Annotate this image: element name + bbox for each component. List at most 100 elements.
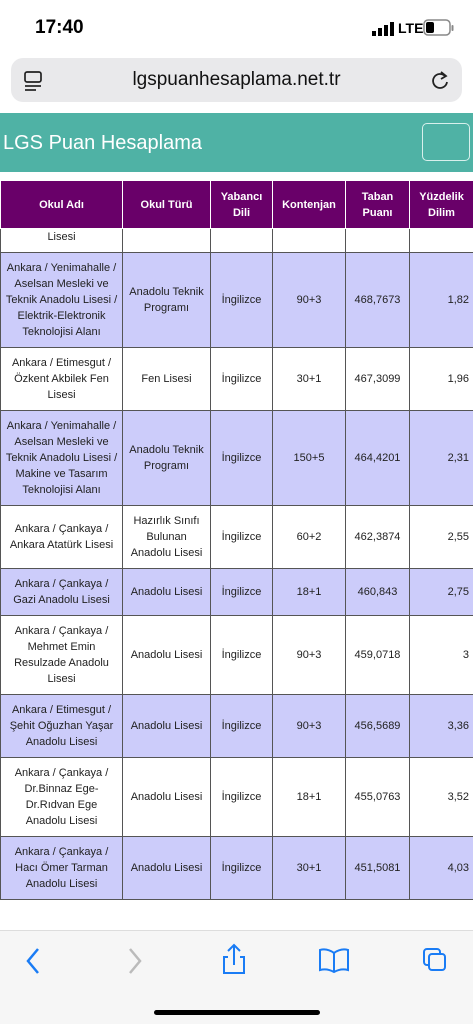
column-header: Okul Türü xyxy=(122,180,211,229)
table-container: Okul Adı Okul Türü Yabancı Dili Kontenjan Ta… xyxy=(0,180,473,930)
table-cell: Ankara / Çankaya / Ankara Atatürk Lisesi xyxy=(0,505,123,569)
results-table: Okul Adı Okul Türü Yabancı Dili Kontenjan Ta… xyxy=(0,180,473,900)
toolbar-icons xyxy=(26,943,446,974)
table-cell: Ankara / Etimesgut / Özkent Akbilek Fen … xyxy=(0,347,123,411)
table-row: Ankara / Yenimahalle / Aselsan Mesleki v… xyxy=(0,410,473,506)
table-cell: 60+2 xyxy=(272,505,346,569)
table-cell xyxy=(272,228,346,253)
table-cell: 30+1 xyxy=(272,347,346,411)
table-cell: İngilizce xyxy=(210,615,273,695)
table-cell: İngilizce xyxy=(210,410,273,506)
table-cell: 18+1 xyxy=(272,568,346,616)
column-header: Okul Adı xyxy=(0,180,123,229)
table-cell: 90+3 xyxy=(272,252,346,348)
table-cell: 456,5689 xyxy=(345,694,410,758)
bookmarks-button[interactable] xyxy=(319,948,349,974)
status-bar: 17:40 LTE xyxy=(0,0,473,52)
table-cell: 1,96 xyxy=(409,347,473,411)
table-cell: 468,7673 xyxy=(345,252,410,348)
table-cell xyxy=(409,228,473,253)
table-cell: Ankara / Çankaya / Mehmet Emin Resulzade… xyxy=(0,615,123,695)
table-cell: İngilizce xyxy=(210,836,273,900)
home-indicator xyxy=(154,1010,320,1015)
table-cell: 150+5 xyxy=(272,410,346,506)
column-header: Kontenjan xyxy=(272,180,346,229)
menu-button[interactable] xyxy=(422,123,470,161)
table-cell: Lisesi xyxy=(0,228,123,253)
table-cell: 3,52 xyxy=(409,757,473,837)
browser-toolbar xyxy=(0,930,473,1024)
column-header: Yüzdelik Dilim xyxy=(409,180,473,229)
table-cell: Anadolu Lisesi xyxy=(122,836,211,900)
tabs-button[interactable] xyxy=(423,948,446,971)
table-cell: Ankara / Yenimahalle / Aselsan Mesleki v… xyxy=(0,410,123,506)
table-row: Ankara / Etimesgut / Özkent Akbilek Fen … xyxy=(0,347,473,411)
table-cell: İngilizce xyxy=(210,505,273,569)
table-cell: Anadolu Teknik Programı xyxy=(122,410,211,506)
network: LTE xyxy=(398,20,424,36)
table-cell: Ankara / Yenimahalle / Aselsan Mesleki v… xyxy=(0,252,123,348)
reload-icon[interactable] xyxy=(430,70,450,92)
back-button[interactable] xyxy=(26,948,39,974)
table-cell: 459,0718 xyxy=(345,615,410,695)
table-cell: İngilizce xyxy=(210,757,273,837)
url-text[interactable]: lgspuanhesaplama.net.tr xyxy=(132,69,341,90)
table-cell: 90+3 xyxy=(272,694,346,758)
table-row: Ankara / Çankaya / Gazi Anadolu Lisesi An… xyxy=(0,568,473,616)
table-cell: Anadolu Lisesi xyxy=(122,568,211,616)
table-cell: İngilizce xyxy=(210,252,273,348)
table-cell: 3,36 xyxy=(409,694,473,758)
header-row: Okul Adı Okul Türü Yabancı Dili Kontenjan Ta… xyxy=(0,180,473,229)
table-cell: 467,3099 xyxy=(345,347,410,411)
table-cell: Hazırlık Sınıfı Bulunan Anadolu Lisesi xyxy=(122,505,211,569)
table-cell: Fen Lisesi xyxy=(122,347,211,411)
forward-button[interactable] xyxy=(129,948,142,974)
table-cell: Ankara / Çankaya / Dr.Binnaz Ege-Dr.Rıdv… xyxy=(0,757,123,837)
table-row: Lisesi xyxy=(0,228,473,253)
table-cell xyxy=(210,228,273,253)
table-cell: İngilizce xyxy=(210,568,273,616)
table-cell: Ankara / Çankaya / Hacı Ömer Tarman Anad… xyxy=(0,836,123,900)
table-row: Ankara / Çankaya / Dr.Binnaz Ege-Dr.Rıdv… xyxy=(0,757,473,837)
table-cell xyxy=(345,228,410,253)
table-cell: 464,4201 xyxy=(345,410,410,506)
table-row: Ankara / Çankaya / Ankara Atatürk Lisesi… xyxy=(0,505,473,569)
table-cell: 18+1 xyxy=(272,757,346,837)
table-cell: 2,55 xyxy=(409,505,473,569)
column-header: Yabancı Dili xyxy=(210,180,273,229)
table-cell: Anadolu Lisesi xyxy=(122,615,211,695)
time: 17:40 xyxy=(35,17,84,38)
reader-icon[interactable] xyxy=(24,71,44,91)
table-cell: 1,82 xyxy=(409,252,473,348)
column-header: Taban Puanı xyxy=(345,180,410,229)
table-cell xyxy=(122,228,211,253)
table-cell: 460,843 xyxy=(345,568,410,616)
table-row: Ankara / Çankaya / Mehmet Emin Resulzade… xyxy=(0,615,473,695)
site-header: LGS Puan Hesaplama xyxy=(0,113,473,172)
table-cell: 462,3874 xyxy=(345,505,410,569)
table-cell: 90+3 xyxy=(272,615,346,695)
table-cell: Ankara / Etimesgut / Şehit Oğuzhan Yaşar… xyxy=(0,694,123,758)
table-cell: İngilizce xyxy=(210,694,273,758)
table-cell: 30+1 xyxy=(272,836,346,900)
share-button[interactable] xyxy=(223,943,245,974)
table-cell: Ankara / Çankaya / Gazi Anadolu Lisesi xyxy=(0,568,123,616)
table-cell: Anadolu Lisesi xyxy=(122,694,211,758)
address-bar[interactable]: lgspuanhesaplama.net.tr xyxy=(11,58,462,102)
table-cell: İngilizce xyxy=(210,347,273,411)
table-cell: Anadolu Lisesi xyxy=(122,757,211,837)
table-row: Ankara / Etimesgut / Şehit Oğuzhan Yaşar… xyxy=(0,694,473,758)
site-title[interactable]: LGS Puan Hesaplama xyxy=(3,132,203,154)
table-cell: 2,31 xyxy=(409,410,473,506)
table-cell: 2,75 xyxy=(409,568,473,616)
table-cell: 451,5081 xyxy=(345,836,410,900)
table-cell: 4,03 xyxy=(409,836,473,900)
signal xyxy=(372,22,394,36)
table-cell: 455,0763 xyxy=(345,757,410,837)
battery xyxy=(423,19,454,36)
table-row: Ankara / Çankaya / Hacı Ömer Tarman Anad… xyxy=(0,836,473,900)
table-row: Ankara / Yenimahalle / Aselsan Mesleki v… xyxy=(0,252,473,348)
table-cell: Anadolu Teknik Programı xyxy=(122,252,211,348)
table-cell: 3 xyxy=(409,615,473,695)
